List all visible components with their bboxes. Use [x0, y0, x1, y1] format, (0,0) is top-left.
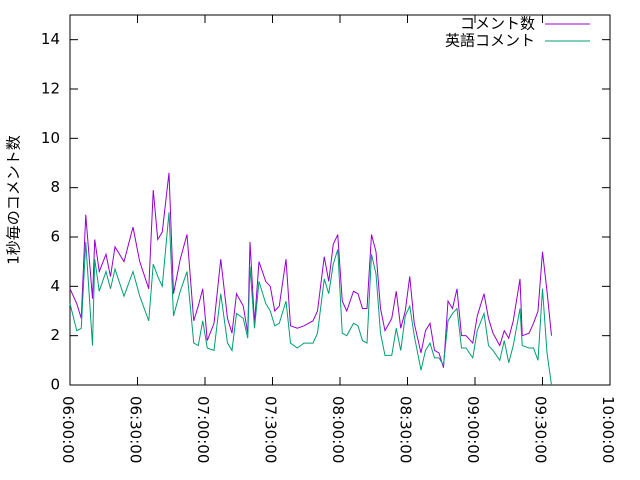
y-tick-label: 2	[50, 326, 60, 344]
y-tick-label: 0	[50, 376, 60, 394]
y-axis-label: 1秒毎のコメント数	[5, 135, 23, 265]
x-tick-label: 08:30:00	[397, 396, 415, 463]
x-tick-label: 06:30:00	[127, 396, 145, 463]
y-tick-label: 6	[50, 228, 60, 246]
legend-label: コメント数	[460, 15, 535, 33]
x-tick-label: 10:00:00	[599, 396, 617, 463]
line-series	[69, 212, 552, 386]
y-tick-label: 4	[50, 277, 60, 295]
x-tick-label: 07:00:00	[194, 396, 212, 463]
plot-border	[69, 14, 611, 386]
y-tick-label: 12	[41, 80, 60, 98]
y-tick-label: 8	[50, 178, 60, 196]
legend-label: 英語コメント	[445, 32, 535, 50]
x-tick-label: 07:30:00	[262, 396, 280, 463]
line-series	[69, 172, 552, 368]
x-tick-label: 09:00:00	[464, 396, 482, 463]
x-tick-label: 09:30:00	[532, 396, 550, 463]
x-tick-label: 06:00:00	[59, 396, 77, 463]
y-tick-label: 14	[41, 30, 60, 48]
y-tick-label: 10	[41, 129, 60, 147]
x-tick-label: 08:00:00	[329, 396, 347, 463]
